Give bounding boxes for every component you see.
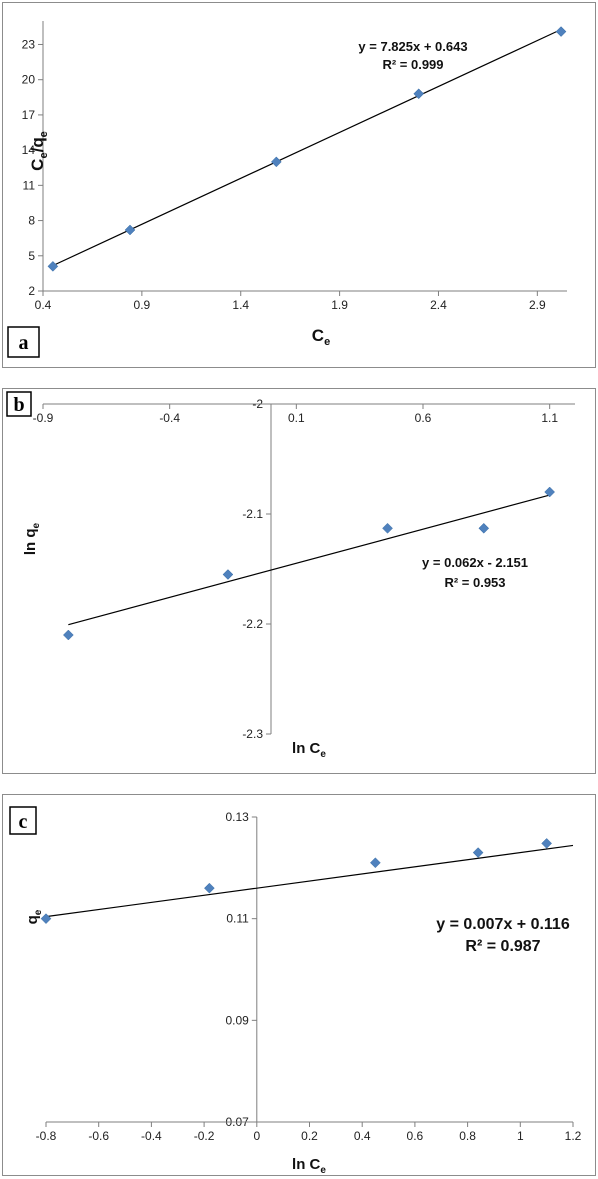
panel-label-box	[9, 806, 37, 835]
data-point	[270, 156, 282, 168]
trendline	[68, 494, 550, 626]
x-tick-label: 0.2	[301, 1129, 318, 1143]
data-point	[382, 522, 393, 534]
data-point	[204, 882, 215, 894]
x-tick-label: -0.6	[88, 1129, 109, 1143]
y-axis-label: ln qe	[22, 522, 42, 555]
y-axis-label: Ce/qe	[28, 131, 50, 171]
x-tick-label: 0.4	[35, 298, 52, 312]
x-tick-label: 0	[253, 1129, 260, 1143]
y-tick-label: -2.3	[242, 727, 263, 741]
chart-panel-b: -0.9 -0.4 0.1 0.6 1.1 -2 -2.1 -2.2 -2.3 y = 0.06…	[2, 388, 596, 774]
data-point	[544, 486, 556, 498]
data-point	[413, 88, 425, 100]
chart-c-svg: -0.8 -0.6 -0.4 -0.2 0 0.2 0.4 0.6 0.8 1 1.20.070.0…	[9, 806, 582, 1176]
r-squared: R² = 0.987	[465, 938, 540, 955]
x-tick-label: 1.1	[541, 411, 558, 425]
trendline	[45, 844, 574, 918]
data-point	[555, 26, 567, 37]
data-point	[478, 522, 490, 534]
chart-a-svg: 0.4 0.9 1.4 1.9 2.4 2.9 2 5 8 11 14 17 20 23 y = 7.82…	[7, 21, 567, 358]
regression-equation: y = 7.825x + 0.643	[358, 39, 467, 54]
x-tick-label: 1.2	[565, 1129, 582, 1143]
x-tick-label: 0.9	[134, 298, 151, 312]
trendline	[50, 28, 562, 268]
data-point	[124, 224, 136, 236]
r-squared: R² = 0.953	[444, 575, 505, 590]
x-tick-label: -0.2	[194, 1129, 215, 1143]
x-tick-label: 2.4	[430, 298, 447, 312]
x-tick-label: 1.4	[232, 298, 249, 312]
y-tick-label: 0.13	[225, 810, 249, 824]
panel-label: c	[19, 811, 28, 833]
x-tick-label: 2.9	[529, 298, 546, 312]
y-tick-label: -2.2	[242, 617, 263, 631]
y-tick-label: 0.09	[225, 1013, 249, 1027]
y-tick-label: 5	[28, 249, 35, 263]
data-point	[541, 838, 553, 849]
y-tick-label: 20	[22, 73, 36, 87]
y-tick-label: 23	[22, 37, 36, 51]
chart-panel-c: -0.8 -0.6 -0.4 -0.2 0 0.2 0.4 0.6 0.8 1 1.2 0.07 0.0…	[2, 794, 596, 1176]
x-tick-label: -0.8	[36, 1129, 57, 1143]
data-point	[472, 847, 484, 858]
r-squared: R² = 0.999	[382, 57, 443, 72]
y-tick-label: 2	[28, 284, 35, 298]
x-tick-label: 0.4	[354, 1129, 371, 1143]
data-point	[370, 857, 381, 869]
y-tick-label: 0.11	[226, 912, 249, 926]
y-tick-label: -2.1	[242, 507, 263, 521]
regression-equation: y = 0.007x + 0.116	[436, 916, 570, 933]
panel-label: a	[19, 332, 29, 354]
y-tick-label: 14	[22, 143, 36, 157]
data-point	[222, 569, 234, 580]
x-tick-label: 0.6	[407, 1129, 424, 1143]
x-tick-label: 0.8	[459, 1129, 476, 1143]
x-tick-label: 1.9	[331, 298, 348, 312]
data-point	[40, 913, 52, 925]
y-tick-label: 17	[22, 108, 36, 122]
x-axis-label: ln Ce	[292, 1156, 326, 1176]
x-tick-label: -0.4	[141, 1129, 162, 1143]
data-point	[47, 260, 59, 272]
panel-label: b	[13, 394, 24, 416]
x-axis-label: Ce	[312, 326, 330, 348]
x-tick-label: -0.9	[33, 411, 54, 425]
panel-label-box	[7, 326, 40, 358]
y-tick-label: 8	[28, 214, 35, 228]
y-axis-label: qe	[24, 909, 44, 924]
x-tick-label: -0.4	[159, 411, 180, 425]
chart-panel-a: 0.4 0.9 1.4 1.9 2.4 2.9 2 5 8 11 14 17 20 23 y = 7.82…	[2, 2, 596, 368]
panel-label-box	[6, 391, 32, 417]
chart-b-svg: -0.9 -0.4 0.1 0.6 1.1-2-2.1-2.2-2.3 y = 0.06…	[6, 391, 575, 760]
regression-equation: y = 0.062x - 2.151	[422, 555, 528, 570]
x-tick-label: 1	[517, 1129, 524, 1143]
y-tick-label: 11	[23, 178, 36, 192]
x-axis-label: ln Ce	[292, 740, 326, 760]
x-tick-label: 0.6	[415, 411, 432, 425]
data-point	[62, 629, 74, 641]
x-tick-label: 0.1	[288, 411, 305, 425]
